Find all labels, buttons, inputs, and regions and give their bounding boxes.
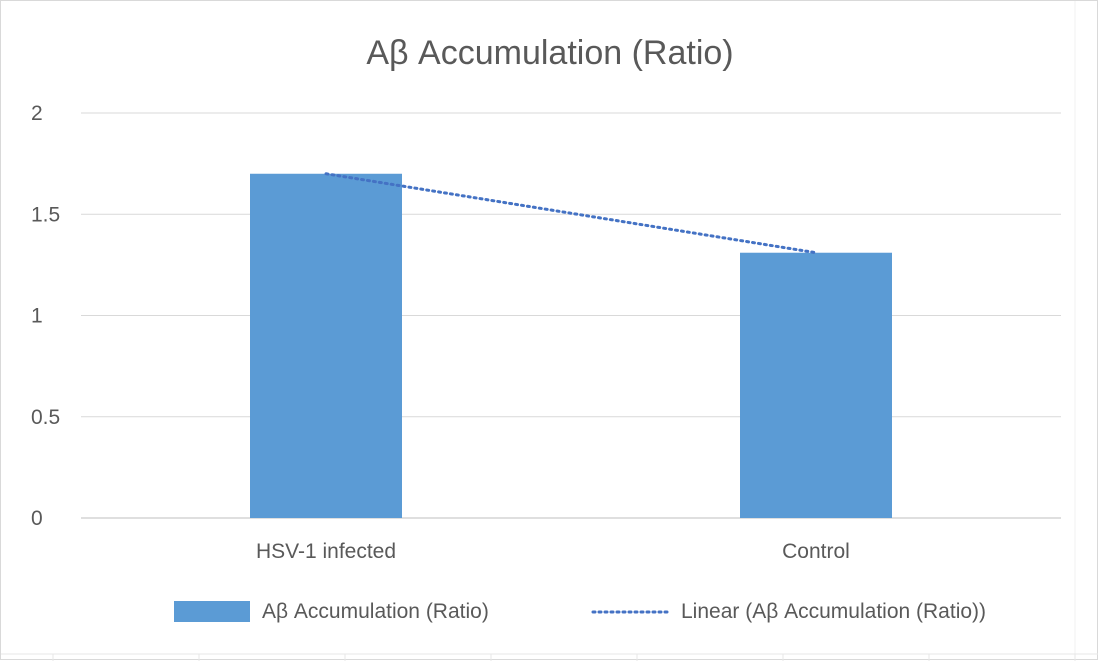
gridlines [81, 112, 1061, 519]
y-tick-label: 1 [31, 305, 43, 328]
bars [250, 173, 892, 518]
legend-label-trendline: Linear (Aβ Accumulation (Ratio)) [681, 600, 986, 623]
trendline-path [324, 172, 818, 255]
y-tick-label: 1.5 [31, 203, 60, 226]
y-tick-label: 0 [31, 507, 43, 530]
bar [740, 252, 892, 518]
chart-title: Aβ Accumulation (Ratio) [366, 34, 733, 72]
legend-label-series: Aβ Accumulation (Ratio) [262, 600, 489, 623]
legend-swatch-bar [174, 601, 250, 622]
trendline [324, 172, 818, 255]
x-category-label: HSV-1 infected [256, 540, 396, 563]
y-axis-ticks: 0 0.5 1 1.5 2 [31, 102, 60, 530]
y-tick-label: 2 [31, 102, 43, 125]
x-axis-categories: HSV-1 infected Control [256, 540, 850, 563]
x-category-label: Control [782, 540, 850, 563]
bar [250, 173, 402, 518]
legend: Aβ Accumulation (Ratio) Linear (Aβ Accum… [174, 600, 986, 623]
y-tick-label: 0.5 [31, 406, 60, 429]
